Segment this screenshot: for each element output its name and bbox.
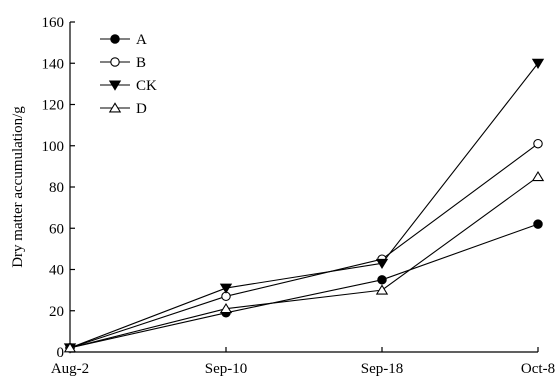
legend-label: B [136,55,146,71]
y-tick-label: 160 [42,15,65,31]
x-tick-label: Oct-8 [521,361,555,377]
y-tick-label: 20 [49,304,64,320]
legend: AB CK D [100,32,157,117]
series-line-b [69,143,539,349]
series-line-a [69,223,539,349]
data-point-ck [375,258,389,270]
series-ck [63,58,545,354]
legend-label: A [136,32,147,48]
x-tick-label: Sep-10 [205,361,248,377]
series-line-ck [69,62,539,349]
data-point-d [219,302,233,314]
legend-item-a: A [100,32,147,48]
legend-item-b: B [100,55,146,71]
y-tick-label: 80 [49,180,64,196]
data-point-ck [531,58,545,69]
tick-labels: 0 20 40 60 80 100 120 140 160 Aug-2 Sep-10 Sep-18 Oc… [42,15,556,377]
series-line-d [69,176,539,349]
legend-label: CK [136,78,157,94]
series-b [65,138,543,353]
series-d [63,170,545,353]
legend-marker [108,80,122,91]
legend-marker [110,34,120,44]
y-tick-label: 60 [49,221,64,237]
x-tick-label: Sep-18 [361,361,404,377]
y-tick-label: 40 [49,263,64,279]
data-point-d [531,170,545,182]
data-point-a [377,275,387,285]
axes [69,21,539,353]
data-point-d [375,284,389,295]
x-tick-label: Aug-2 [51,361,89,377]
y-tick-label: 120 [42,98,65,114]
series-group [63,58,545,354]
legend-item-d: D [100,101,147,117]
legend-label: D [136,101,147,117]
legend-item-ck: CK [100,78,157,94]
y-tick-label: 100 [42,139,65,155]
data-point-ck [219,283,233,294]
data-point-b [533,138,543,149]
y-tick-label: 140 [42,56,65,72]
legend-marker [108,102,122,113]
series-a [65,219,543,353]
data-point-a [533,219,543,229]
data-point-d [63,342,77,353]
y-axis-label: Dry matter accumulation/g [10,106,26,268]
legend-marker [110,57,120,67]
y-tick-label: 0 [57,345,65,361]
